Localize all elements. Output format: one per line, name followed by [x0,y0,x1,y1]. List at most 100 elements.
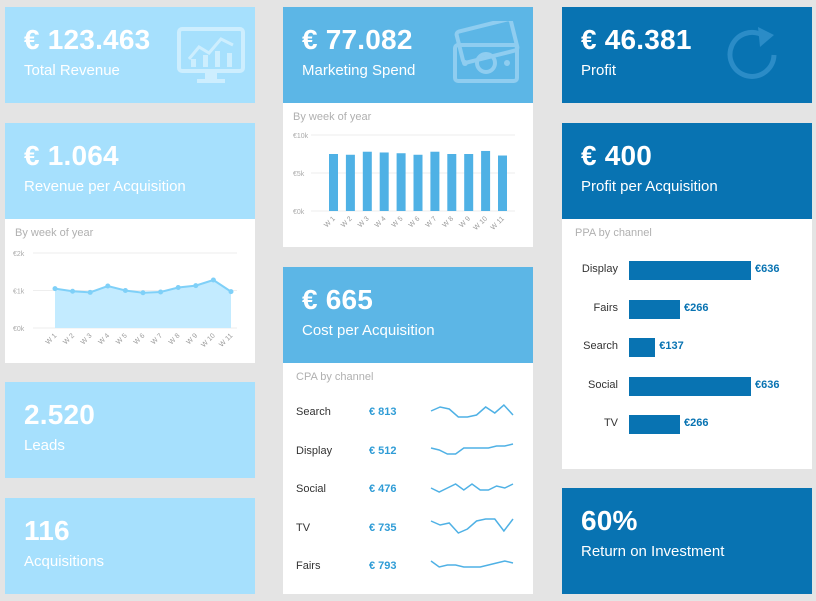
x-tick-label: W 4 [374,215,388,229]
revenue-point [175,285,181,290]
marketing-bar [464,154,474,211]
y-tick-label: €0k [13,326,25,333]
sparkline-path [430,403,514,418]
cpa-channel-row: TV € 735 [283,513,533,543]
marketing-bar [481,150,491,211]
cpa-channel-name: Display [296,444,333,457]
x-tick-label: W 10 [200,332,217,349]
marketing-bar [379,152,389,211]
cpa-channel-value: € 813 [369,406,397,418]
refresh-icon [727,27,777,79]
revenue-point [158,289,164,295]
x-tick-label: W 4 [97,332,111,346]
ppa-channel-label: Display [581,263,618,275]
x-tick-label: W 1 [45,332,59,346]
leads-label: Leads [24,436,65,454]
ppa-channel-label: Search [583,340,618,352]
revenue-per-acquisition-value: € 1.064 [24,140,119,171]
revenue-per-acquisition-card: € 1.064 Revenue per Acquisition [5,123,255,219]
revenue-point [52,286,58,292]
y-tick-label: €5k [293,171,305,178]
revenue-point [228,289,234,295]
marketing-bar [329,154,338,211]
revenue-point [140,290,146,296]
cpa-sparkline [430,517,514,534]
revenue-point [87,289,93,295]
revenue-area [55,280,231,328]
roi-value: 60% [581,505,638,536]
x-tick-label: W 3 [357,215,371,229]
cost-per-acquisition-value: € 665 [302,284,374,315]
x-tick-label: W 11 [490,215,506,231]
revenue-point [70,288,76,294]
revenue-by-week-subtitle: By week of year [15,227,94,239]
profit-per-acquisition-label: Profit per Acquisition [581,177,718,195]
profit-card: € 46.381 Profit [562,7,812,103]
ppa-value-label: €636 [755,378,780,391]
sparkline-path [430,517,514,534]
marketing-spend-label: Marketing Spend [302,61,416,79]
revenue-point [105,283,111,289]
ppa-bar [629,415,681,434]
total-revenue-value: € 123.463 [24,24,151,55]
monitor-chart-icon [177,27,245,83]
cpa-channel-value: € 476 [369,483,397,495]
total-revenue-card: € 123.463 Total Revenue [5,7,255,103]
marketing-bar [362,151,372,211]
cost-per-acquisition-label: Cost per Acquisition [302,321,435,339]
x-tick-label: W 7 [425,215,439,229]
ppa-bar [629,338,656,357]
x-tick-label: W 9 [458,215,472,229]
y-tick-label: €10k [293,133,309,140]
y-tick-label: €1k [13,289,25,296]
cpa-by-channel-panel: CPA by channel Search € 813 Display € 512 So… [283,363,533,594]
cpa-channel-name: Social [296,483,326,495]
cpa-sparkline [430,403,514,418]
cpa-sparkline [430,442,514,455]
ppa-bar [629,299,681,319]
revenue-point [122,288,128,293]
ppa-bar [629,376,751,396]
ppa-channel-label: TV [603,417,618,429]
cpa-channel-row: Search € 813 [283,397,533,427]
sparkline-path [430,483,514,493]
x-tick-label: W 8 [441,215,455,229]
revenue-per-acquisition-label: Revenue per Acquisition [24,177,186,195]
ppa-value-label: €636 [755,263,780,275]
cpa-channel-value: € 735 [369,521,397,534]
marketing-by-week-subtitle: By week of year [293,111,372,123]
leads-value: 2.520 [24,399,96,430]
cost-per-acquisition-card: € 665 Cost per Acquisition [283,267,533,363]
cpa-sparkline [430,560,514,568]
cpa-channel-row: Display € 512 [283,436,533,466]
sparkline-path [430,442,514,455]
leads-card: 2.520 Leads [5,382,255,478]
cpa-sparkline [430,483,514,493]
profit-value: € 46.381 [581,24,692,55]
marketing-spend-value: € 77.082 [302,24,413,55]
x-tick-label: W 6 [408,215,422,229]
x-tick-label: W 3 [80,332,94,346]
sparkline-path [430,560,514,568]
money-icon [453,21,520,83]
acquisitions-label: Acquisitions [24,552,105,570]
x-tick-label: W 2 [340,215,354,229]
revenue-point [193,283,199,289]
roi-card: 60% Return on Investment [562,488,812,594]
cpa-channel-value: € 793 [369,560,397,572]
acquisitions-value: 116 [24,515,70,546]
ppa-by-channel-subtitle: PPA by channel [575,227,652,239]
ppa-channel-label: Social [588,378,618,391]
cpa-by-channel-subtitle: CPA by channel [296,371,374,383]
x-tick-label: W 7 [150,332,164,346]
ppa-value-label: €137 [659,340,684,352]
x-tick-label: W 9 [185,332,199,346]
ppa-bar [629,261,751,280]
marketing-bar [498,155,507,211]
marketing-bar [396,153,406,211]
cpa-channel-name: TV [296,521,311,534]
profit-per-acquisition-card: € 400 Profit per Acquisition [562,123,812,219]
x-tick-label: W 11 [218,332,234,348]
